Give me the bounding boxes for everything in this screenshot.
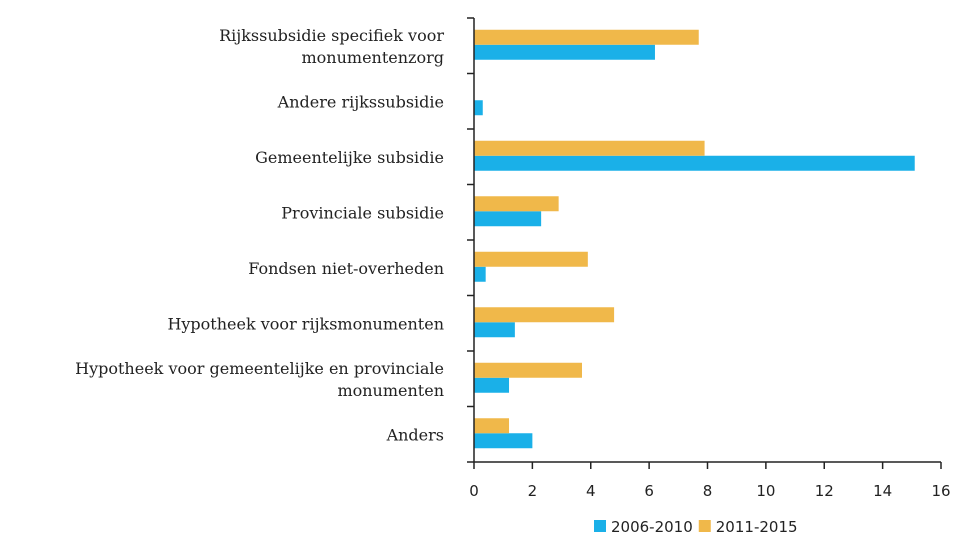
category-label: Anders <box>386 425 444 444</box>
bar <box>474 100 483 116</box>
x-tick-label: 16 <box>931 482 950 500</box>
category-label: Hypotheek voor gemeentelijke en provinci… <box>75 359 444 400</box>
bar <box>474 322 515 338</box>
category-label: Fondsen niet-overheden <box>248 259 444 278</box>
category-line: Fondsen niet-overheden <box>248 259 444 278</box>
x-tick-label: 0 <box>469 482 479 500</box>
category-label: Hypotheek voor rijksmonumenten <box>167 314 444 333</box>
x-tick-label: 2 <box>528 482 538 500</box>
x-tick-label: 14 <box>873 482 892 500</box>
bar <box>474 362 582 378</box>
category-line: Andere rijkssubsidie <box>277 92 444 111</box>
category-line: Hypotheek voor rijksmonumenten <box>167 314 444 333</box>
bar <box>474 418 510 434</box>
x-tick-label: 10 <box>756 482 775 500</box>
x-tick-label: 8 <box>703 482 713 500</box>
legend-label: 2006-2010 <box>611 518 693 535</box>
category-line: Provinciale subsidie <box>281 203 444 222</box>
category-label: Rijkssubsidie specifiek voor monumentenzo… <box>219 26 444 67</box>
bar <box>474 29 699 45</box>
category-line: monumentenzorg <box>301 48 444 67</box>
legend-label: 2011-2015 <box>716 518 798 535</box>
x-tick-label: 4 <box>586 482 596 500</box>
bar <box>474 155 915 171</box>
bar <box>474 266 486 282</box>
bar <box>474 251 588 267</box>
bar <box>474 377 510 393</box>
legend-swatch <box>594 520 606 532</box>
bar <box>474 196 559 212</box>
x-tick-label: 6 <box>644 482 654 500</box>
category-label: Provinciale subsidie <box>281 203 444 222</box>
category-line: Rijkssubsidie specifiek voor <box>219 26 444 45</box>
bar <box>474 307 615 323</box>
bar <box>474 140 705 156</box>
category-line: monumenten <box>337 381 444 400</box>
bar <box>474 44 655 60</box>
category-label: Gemeentelijke subsidie <box>255 148 444 167</box>
category-label: Andere rijkssubsidie <box>277 92 444 111</box>
bar <box>474 433 533 449</box>
bar <box>474 211 542 227</box>
category-line: Hypotheek voor gemeentelijke en provinci… <box>75 359 444 378</box>
x-tick-label: 12 <box>815 482 834 500</box>
legend-swatch <box>698 520 711 532</box>
category-line: Anders <box>386 425 444 444</box>
category-line: Gemeentelijke subsidie <box>255 148 444 167</box>
